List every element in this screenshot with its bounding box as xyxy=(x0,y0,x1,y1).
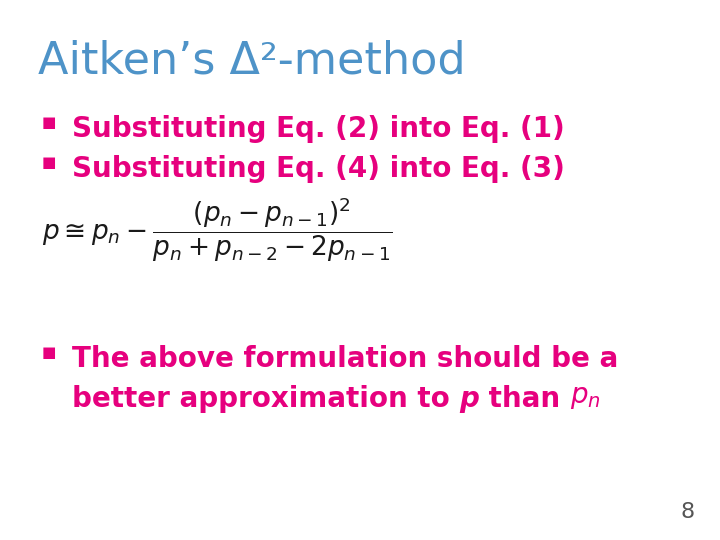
Text: Substituting Eq. (2) into Eq. (1): Substituting Eq. (2) into Eq. (1) xyxy=(72,115,564,143)
Text: 8: 8 xyxy=(681,502,695,522)
Text: better approximation to: better approximation to xyxy=(72,385,459,413)
Text: ■: ■ xyxy=(42,345,56,360)
Text: p: p xyxy=(459,385,480,413)
Text: Aitken’s Δ²-method: Aitken’s Δ²-method xyxy=(38,40,466,83)
Text: $p_n$: $p_n$ xyxy=(570,383,600,411)
Text: ■: ■ xyxy=(42,115,56,130)
Text: ■: ■ xyxy=(42,155,56,170)
Text: The above formulation should be a: The above formulation should be a xyxy=(72,345,618,373)
Text: $p \cong p_n - \dfrac{(p_n - p_{n-1})^2}{p_n + p_{n-2} - 2p_{n-1}}$: $p \cong p_n - \dfrac{(p_n - p_{n-1})^2}… xyxy=(42,195,392,264)
Text: Substituting Eq. (4) into Eq. (3): Substituting Eq. (4) into Eq. (3) xyxy=(72,155,565,183)
Text: than: than xyxy=(480,385,570,413)
